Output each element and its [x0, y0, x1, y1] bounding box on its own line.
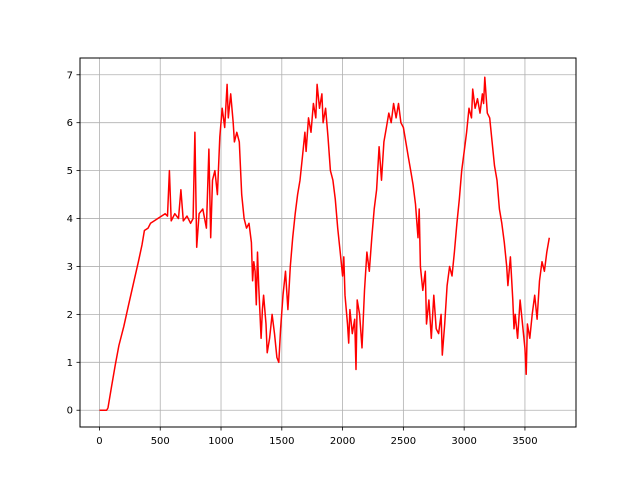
plot-frame	[79, 57, 577, 428]
y-axis: 0 1 2 3 4 5 6 7	[67, 70, 80, 417]
y-tick-label: 1	[67, 358, 73, 369]
y-tick-label: 0	[67, 406, 73, 417]
x-tick-label: 2500	[391, 436, 416, 447]
series-group	[99, 76, 551, 411]
x-axis: 0 500 1000 1500 2000 2500 3000 3500	[96, 427, 538, 447]
x-tick-label: 500	[151, 436, 170, 447]
y-tick-label: 5	[67, 166, 73, 177]
series-line	[99, 76, 551, 411]
y-tick-label: 6	[67, 118, 73, 129]
grid-lines	[80, 58, 576, 427]
y-tick-label: 2	[67, 310, 73, 321]
x-tick-label: 2000	[330, 436, 355, 447]
x-tick-label: 3000	[451, 436, 476, 447]
x-tick-label: 3500	[512, 436, 537, 447]
x-tick-label: 0	[96, 436, 102, 447]
x-tick-label: 1500	[269, 436, 294, 447]
y-tick-label: 3	[67, 262, 73, 273]
x-tick-label: 1000	[208, 436, 233, 447]
y-tick-label: 4	[67, 214, 73, 225]
y-tick-label: 7	[67, 70, 73, 81]
